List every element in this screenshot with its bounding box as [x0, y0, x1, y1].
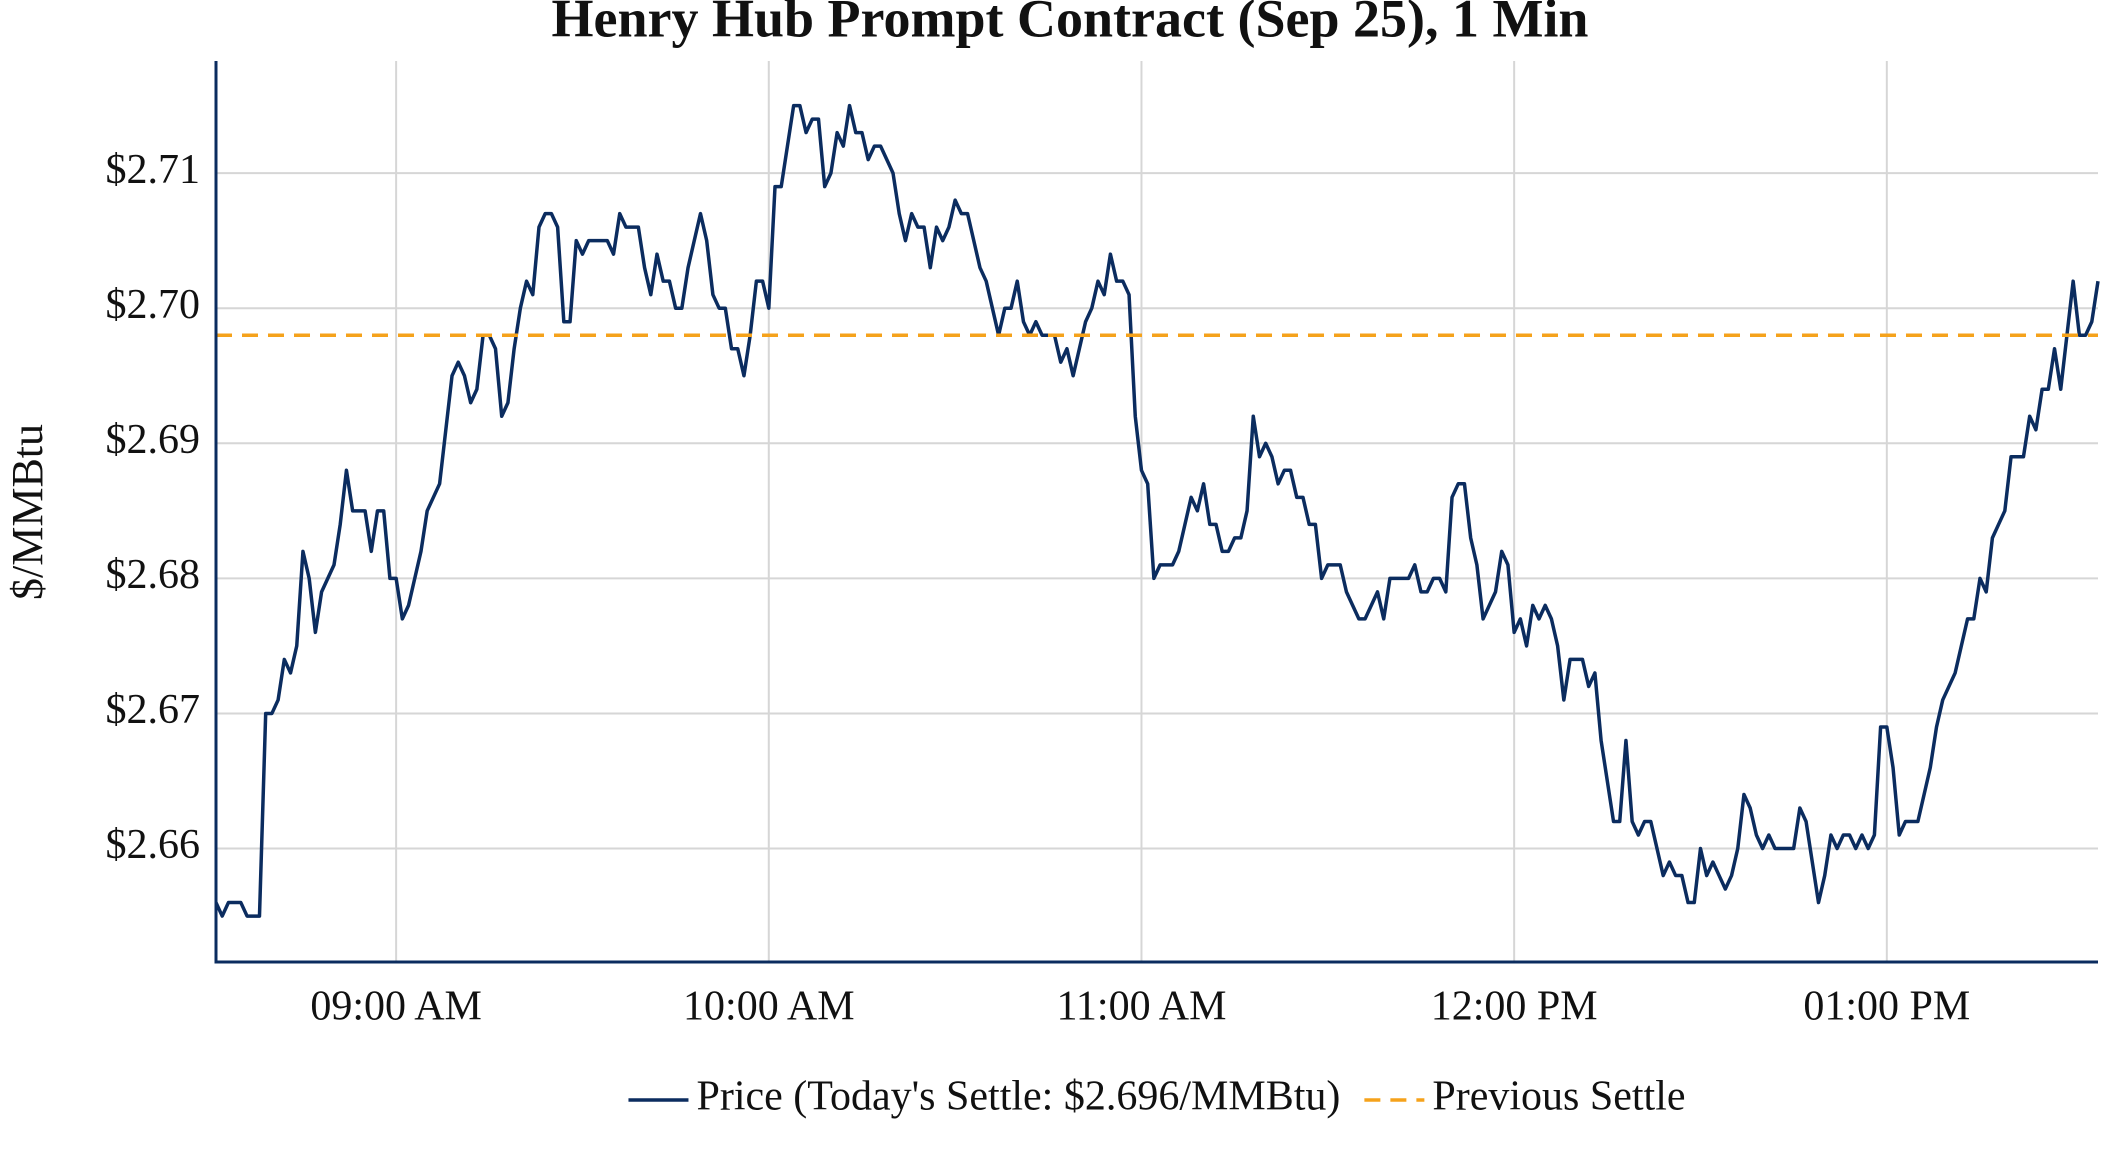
- x-tick-label: 09:00 AM: [310, 984, 482, 1030]
- x-tick-label: 12:00 PM: [1431, 984, 1598, 1030]
- chart-title: Henry Hub Prompt Contract (Sep 25), 1 Mi…: [552, 0, 1589, 48]
- x-tick-label: 10:00 AM: [683, 984, 855, 1030]
- y-tick-label: $2.68: [106, 552, 201, 598]
- x-tick-label: 11:00 AM: [1056, 984, 1226, 1030]
- y-tick-label: $2.66: [106, 822, 201, 868]
- x-tick-label: 01:00 PM: [1803, 984, 1970, 1030]
- legend-label: Previous Settle: [1432, 1074, 1685, 1120]
- y-tick-label: $2.67: [106, 687, 201, 733]
- y-tick-label: $2.69: [106, 417, 201, 463]
- legend-label: Price (Today's Settle: $2.696/MMBtu): [696, 1074, 1340, 1120]
- y-axis-label: $/MMBtu: [3, 424, 52, 600]
- price-line: [214, 103, 2100, 918]
- y-tick-label: $2.71: [106, 147, 201, 193]
- y-tick-label: $2.70: [106, 282, 201, 328]
